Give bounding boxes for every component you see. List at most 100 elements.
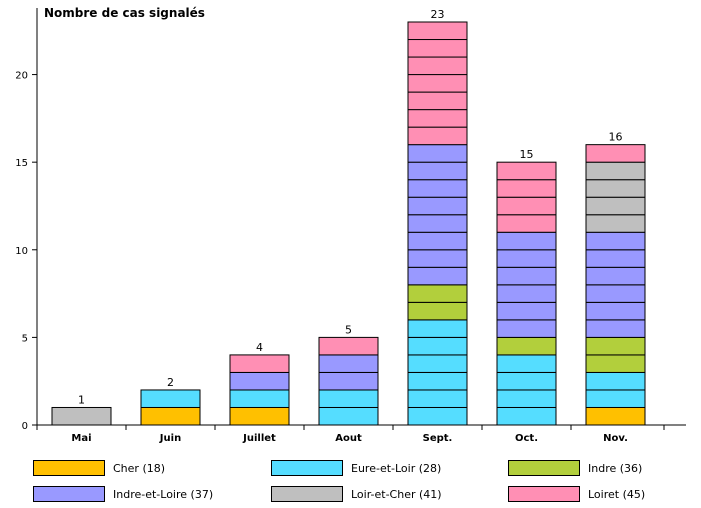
bar-segment [585, 249, 646, 268]
bar-segment [51, 406, 112, 426]
bar-segment [407, 319, 468, 338]
legend-item: Loir-et-Cher (41) [271, 485, 442, 503]
bar-segment [407, 161, 468, 181]
bar-segment [407, 406, 468, 426]
bar-segment [229, 354, 290, 373]
bar-segment [496, 389, 557, 408]
bar-segment [496, 161, 557, 181]
bar-segment [229, 371, 290, 391]
bar-segment [407, 126, 468, 146]
legend-swatch [271, 460, 343, 476]
bar-segment [407, 56, 468, 76]
bar-segment [407, 371, 468, 391]
bar-segment [496, 371, 557, 391]
legend-label: Loir-et-Cher (41) [351, 487, 442, 501]
bar-segment [585, 406, 646, 426]
bar-segment [407, 389, 468, 408]
bar-segment [585, 354, 646, 373]
data-label: 2 [167, 376, 174, 389]
x-tick-label: Oct. [515, 433, 538, 444]
bar-segment [585, 266, 646, 286]
legend-item: Eure-et-Loir (28) [271, 459, 441, 477]
bar-segment [585, 214, 646, 233]
bar-segment [585, 284, 646, 303]
data-label: 16 [609, 131, 623, 144]
legend-label: Loiret (45) [588, 487, 646, 501]
bar-segment [496, 319, 557, 338]
bar-segment [229, 406, 290, 426]
bar-segment [585, 144, 646, 163]
bar-segment [318, 406, 379, 426]
bar-segment [407, 74, 468, 93]
bar-segment [407, 354, 468, 373]
bar-segment [318, 371, 379, 391]
legend-swatch [271, 486, 343, 502]
bar-segment [140, 406, 201, 426]
bar-segment [407, 266, 468, 286]
x-tick-label: Aout [335, 433, 362, 444]
legend-swatch [508, 486, 580, 502]
bar-segment [585, 161, 646, 181]
bar-segment [407, 284, 468, 303]
bar-segment [496, 336, 557, 356]
legend-label: Eure-et-Loir (28) [351, 461, 442, 475]
bar-segment [407, 249, 468, 268]
data-label: 5 [345, 323, 352, 336]
bar-segment [585, 371, 646, 391]
bar-segment [585, 336, 646, 356]
x-tick-label: Juillet [242, 433, 276, 444]
bar-segment [407, 144, 468, 163]
bar-segment [229, 389, 290, 408]
legend-swatch [33, 486, 105, 502]
bar-segment [318, 336, 379, 356]
legend: Cher (18) Eure-et-Loir (28) Indre (36) Indr… [0, 456, 701, 508]
bar-segment [496, 196, 557, 216]
legend-label: Indre (36) [588, 461, 643, 475]
data-label: 23 [431, 8, 445, 21]
legend-label: Indre-et-Loire (37) [113, 487, 214, 501]
bar-segment [496, 354, 557, 373]
bar-segment [407, 91, 468, 111]
y-tick-label: 0 [22, 421, 28, 432]
data-label: 15 [520, 148, 534, 161]
y-tick-label: 5 [22, 333, 28, 344]
bar-segment [318, 354, 379, 373]
legend-item: Indre (36) [508, 459, 642, 477]
legend-swatch [33, 460, 105, 476]
y-tick-label: 20 [15, 71, 28, 82]
x-tick-label: Nov. [603, 433, 628, 444]
legend-item: Indre-et-Loire (37) [33, 485, 213, 503]
bar-segment [140, 389, 201, 408]
bar-segment [496, 179, 557, 198]
bar-segment [496, 266, 557, 286]
bar-segment [585, 231, 646, 251]
x-tick-label: Sept. [423, 433, 453, 444]
x-tick-label: Mai [71, 433, 91, 444]
legend-swatch [508, 460, 580, 476]
bar-segment [407, 109, 468, 128]
bar-segment [585, 301, 646, 321]
bar-segment [585, 319, 646, 338]
bar-segment [585, 179, 646, 198]
data-label: 1 [78, 393, 85, 406]
bar-segment [496, 231, 557, 251]
bar-segment [585, 389, 646, 408]
y-tick-label: 10 [15, 246, 28, 257]
bar-segment [496, 249, 557, 268]
legend-label: Cher (18) [113, 461, 166, 475]
bar-segment [585, 196, 646, 216]
bar-segment [407, 231, 468, 251]
bar-segment [407, 179, 468, 198]
y-tick-label: 15 [15, 158, 28, 169]
legend-item: Loiret (45) [508, 485, 645, 503]
bar-segment [407, 21, 468, 41]
x-tick-label: Juin [159, 433, 181, 444]
y-axis-label: Nombre de cas signalés [44, 6, 205, 20]
bar-segment [407, 39, 468, 58]
bar-segment [496, 284, 557, 303]
bar-segment [407, 196, 468, 216]
bar-segment [407, 214, 468, 233]
bar-segment [407, 336, 468, 356]
legend-item: Cher (18) [33, 459, 165, 477]
